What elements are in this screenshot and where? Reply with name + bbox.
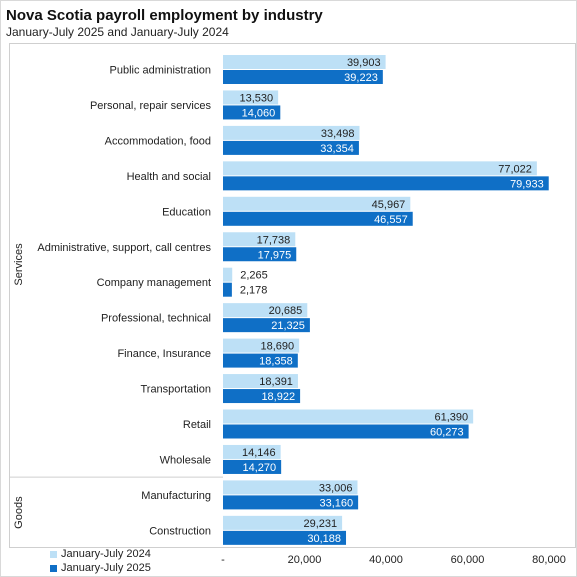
bar-accommodation-food-2024: [223, 125, 360, 140]
data-label-manufacturing-2025: 33,160: [319, 497, 353, 509]
bar-manufacturing-2024: [223, 480, 358, 495]
category-label-company-management: Company management: [97, 277, 211, 289]
bar-professional-technical-2024: [223, 303, 308, 318]
data-label-finance-insurance-2024: 18,690: [261, 341, 295, 353]
data-label-retail-2024: 61,390: [435, 412, 469, 424]
legend-label-2024: January-July 2024: [61, 548, 151, 560]
category-label-finance-insurance: Finance, Insurance: [117, 348, 211, 360]
x-tick-label-1: 20,000: [288, 554, 322, 566]
category-label-health-and-social: Health and social: [127, 171, 211, 183]
group-label-goods: Goods: [13, 496, 25, 529]
data-label-finance-insurance-2025: 18,358: [259, 356, 293, 368]
legend-swatch-2024: [50, 550, 57, 558]
data-label-professional-technical-2024: 20,685: [269, 305, 303, 317]
chart-subtitle: January-July 2025 and January-July 2024: [6, 25, 229, 39]
bar-company-management-2024: [223, 267, 233, 282]
category-label-retail: Retail: [183, 419, 211, 431]
bar-personal-repair-services-2024: [223, 90, 279, 105]
bar-finance-insurance-2024: [223, 338, 300, 353]
data-label-health-and-social-2024: 77,022: [498, 163, 532, 175]
x-tick-label-3: 60,000: [451, 554, 485, 566]
data-label-personal-repair-services-2024: 13,530: [239, 92, 273, 104]
data-label-accommodation-food-2025: 33,354: [320, 143, 354, 155]
bar-transportation-2025: [223, 389, 301, 404]
bar-administrative-support-call-centres-2024: [223, 232, 296, 247]
bar-company-management-2025: [223, 282, 232, 297]
bar-wholesale-2025: [223, 459, 282, 474]
data-label-company-management-2025: 2,178: [240, 285, 268, 297]
bar-retail-2024: [223, 409, 474, 424]
category-label-education: Education: [162, 206, 211, 218]
chart-title: Nova Scotia payroll employment by indust…: [6, 7, 323, 24]
data-label-professional-technical-2025: 21,325: [271, 320, 305, 332]
x-tick-label-2: 40,000: [369, 554, 403, 566]
data-label-education-2025: 46,557: [374, 214, 408, 226]
category-label-construction: Construction: [149, 525, 211, 537]
legend-item-2024: January-July 2024: [50, 547, 151, 561]
bar-construction-2024: [223, 515, 343, 530]
data-label-public-administration-2024: 39,903: [347, 57, 381, 69]
plot-area: [9, 43, 576, 548]
data-label-wholesale-2024: 14,146: [242, 447, 276, 459]
bar-public-administration-2025: [223, 70, 383, 84]
data-label-transportation-2025: 18,922: [261, 391, 295, 403]
bar-accommodation-food-2025: [223, 140, 359, 155]
data-label-administrative-support-call-centres-2025: 17,975: [258, 249, 292, 261]
x-tick-label-0: -: [221, 554, 225, 566]
bar-health-and-social-2025: [223, 176, 549, 191]
x-tick-label-4: 80,000: [532, 554, 566, 566]
category-label-wholesale: Wholesale: [160, 454, 211, 466]
legend-item-2025: January-July 2025: [50, 561, 151, 575]
category-label-public-administration: Public administration: [110, 65, 212, 77]
data-label-accommodation-food-2024: 33,498: [321, 128, 355, 140]
data-label-public-administration-2025: 39,223: [344, 72, 378, 84]
data-label-company-management-2024: 2,265: [240, 270, 268, 282]
bar-health-and-social-2024: [223, 161, 537, 176]
category-label-manufacturing: Manufacturing: [141, 490, 211, 502]
bar-transportation-2024: [223, 374, 298, 389]
category-label-professional-technical: Professional, technical: [101, 313, 211, 325]
bar-education-2025: [223, 211, 413, 226]
bar-professional-technical-2025: [223, 318, 310, 333]
bar-manufacturing-2025: [223, 495, 359, 510]
bar-finance-insurance-2025: [223, 353, 298, 368]
bar-education-2024: [223, 196, 411, 211]
legend: January-July 2024 January-July 2025: [50, 547, 151, 575]
legend-swatch-2025: [50, 564, 57, 572]
bar-wholesale-2024: [223, 444, 281, 459]
bar-retail-2025: [223, 424, 469, 439]
bar-administrative-support-call-centres-2025: [223, 247, 297, 262]
data-label-health-and-social-2025: 79,933: [510, 178, 544, 190]
data-label-wholesale-2025: 14,270: [242, 462, 276, 474]
bar-personal-repair-services-2025: [223, 105, 281, 120]
data-label-education-2024: 45,967: [372, 199, 406, 211]
data-label-transportation-2024: 18,391: [259, 376, 293, 388]
bar-construction-2025: [223, 530, 347, 545]
group-label-services: Services: [13, 243, 25, 286]
data-label-personal-repair-services-2025: 14,060: [242, 107, 276, 119]
category-label-transportation: Transportation: [140, 384, 211, 396]
category-label-personal-repair-services: Personal, repair services: [90, 100, 212, 112]
data-label-construction-2025: 30,188: [307, 533, 341, 545]
legend-label-2025: January-July 2025: [61, 562, 151, 574]
data-label-construction-2024: 29,231: [303, 518, 337, 530]
data-label-manufacturing-2024: 33,006: [319, 482, 353, 494]
bar-public-administration-2024: [223, 55, 386, 69]
category-label-accommodation-food: Accommodation, food: [105, 135, 211, 147]
data-label-administrative-support-call-centres-2024: 17,738: [257, 234, 291, 246]
category-label-administrative-support-call-centres: Administrative, support, call centres: [37, 242, 211, 254]
data-label-retail-2025: 60,273: [430, 427, 464, 439]
